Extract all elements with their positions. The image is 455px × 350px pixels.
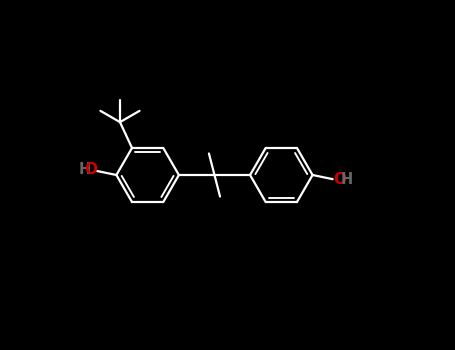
Text: O: O xyxy=(333,172,346,187)
Text: O: O xyxy=(85,162,98,177)
Text: H: H xyxy=(78,162,91,177)
Text: H: H xyxy=(341,172,353,187)
